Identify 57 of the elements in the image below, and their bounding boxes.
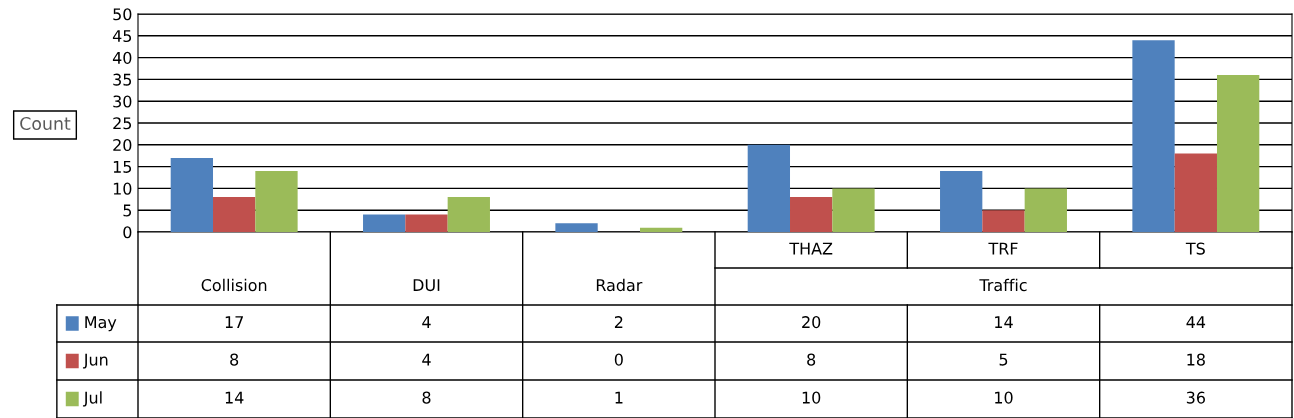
y-tick-label: 20 [113,139,132,152]
y-tick-label: 15 [113,161,132,173]
y-tick-label: 50 [113,8,132,21]
data-label: 18 [1187,353,1205,366]
data-label: 10 [802,391,821,404]
x-tick-label: Collision [201,278,267,292]
legend-label: Jun [82,353,108,369]
data-label: 4 [422,353,431,366]
y-axis-title: Count [20,116,71,131]
y-tick-label: 30 [113,95,132,108]
bar [1024,188,1067,232]
legend-label: May [85,316,117,332]
y-tick-label: 45 [112,30,132,43]
data-label: 10 [995,391,1013,404]
data-label: 2 [614,316,623,328]
data-label: 17 [225,316,243,328]
bar [790,197,833,232]
y-tick-label: 10 [113,182,132,195]
data-label: 5 [999,353,1008,366]
data-label: 8 [230,353,239,366]
bar [170,157,214,232]
bar [747,144,791,232]
bar [363,214,406,232]
y-tick-label: 5 [123,204,132,217]
data-label: 14 [225,391,244,404]
data-label: 0 [614,353,623,366]
bar [213,197,256,232]
data-label: 36 [1186,391,1205,404]
y-tick-label: 25 [113,117,132,130]
legend-label: Jul [82,391,102,407]
x-tick-label: TRF [988,242,1018,255]
data-label: 4 [422,316,431,328]
x-tick-label: DUI [413,279,440,292]
data-label: 1 [615,391,623,404]
bar [982,210,1025,232]
y-tick-label: 35 [113,73,132,86]
bar [255,170,298,232]
bar [940,170,983,232]
text: Traffic [979,278,1027,292]
data-label: 20 [802,316,821,329]
bar [639,227,683,232]
x-tick-label: TS [1185,242,1205,255]
bar [555,223,598,232]
y-tick-label: 40 [112,51,132,64]
x-tick-label: THAZ [789,242,833,255]
bar [1132,40,1175,232]
bar [447,197,490,232]
data-label: 8 [807,353,816,366]
data-label: 44 [1186,316,1206,328]
bar [1174,153,1217,232]
data-label: 14 [995,316,1013,328]
x-tick-label: Radar [596,278,643,292]
data-label: 8 [422,391,431,404]
bar [405,214,448,232]
y-tick-label: 0 [123,226,132,239]
bar [832,188,875,232]
bar [1216,75,1260,232]
